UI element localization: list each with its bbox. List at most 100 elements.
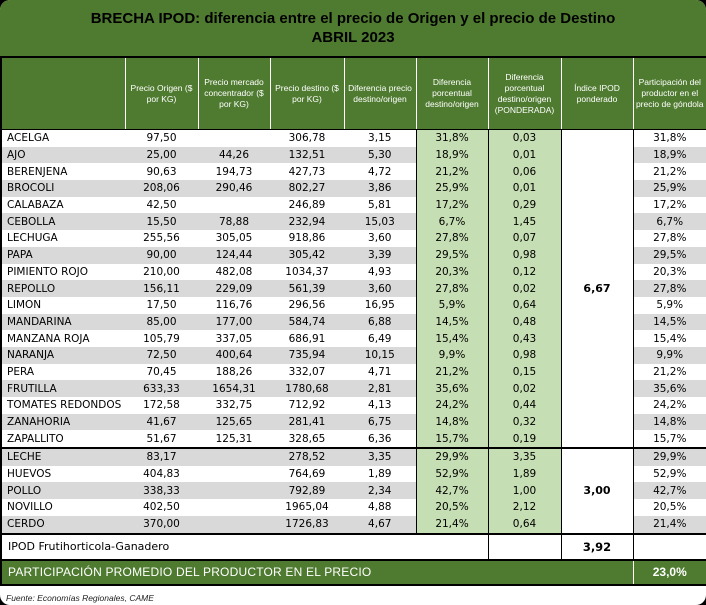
cell-dif-ponderada: 0,48: [487, 313, 561, 331]
cell-precio-destino: 1780,68: [270, 380, 344, 397]
cell-precio-destino: 712,92: [288, 399, 326, 412]
cell-dif-ponderada: 0,29: [487, 196, 561, 214]
table-row: CALABAZA 42,50 246,89 5,81 17,2% 0,29 17,2%: [1, 196, 706, 214]
cell-precio-destino: 686,91: [288, 332, 326, 345]
participation-label: PARTICIPACIÓN PROMEDIO DEL PRODUCTOR EN …: [1, 559, 633, 585]
table-row: HUEVOS 404,83 764,69 1,89 52,9% 1,89 52,9%: [1, 465, 706, 483]
cell-precio-origen: 404,83: [143, 468, 180, 481]
cell-precio-mercado: 400,64: [198, 346, 270, 364]
cell-product: NARANJA: [1, 346, 125, 364]
cell-dif-ponderada: 0,01: [487, 146, 561, 164]
cell-participacion: 20,5%: [653, 501, 687, 514]
cell-dif-precio: 6,88: [344, 313, 416, 331]
cell-dif-porcentual: 9,9%: [415, 346, 488, 364]
cell-dif-porcentual: 18,9%: [415, 146, 488, 164]
cell-precio-mercado: 305,05: [215, 232, 253, 245]
cell-participacion: 14,8%: [633, 413, 706, 431]
cell-dif-ponderada: 1,00: [487, 482, 561, 500]
cell-participacion: 25,9%: [633, 180, 706, 197]
cell-precio-origen: 210,00: [143, 265, 180, 278]
cell-dif-precio: 2,34: [344, 482, 416, 500]
cell-dif-porcentual: 27,8%: [415, 280, 488, 297]
cell-precio-destino: 278,52: [270, 448, 344, 466]
column-header-product: [1, 57, 125, 130]
header-row: Precio Origen ($ por KG) Precio mercado …: [1, 57, 706, 130]
cell-precio-destino: 1034,37: [285, 265, 329, 278]
cell-precio-mercado: 177,00: [198, 313, 270, 331]
cell-precio-destino: 281,41: [270, 413, 344, 431]
cell-precio-origen: 42,50: [146, 199, 177, 212]
cell-precio-destino: 918,86: [288, 232, 326, 245]
cell-participacion: 24,2%: [653, 399, 687, 412]
cell-dif-ponderada: 1,45: [487, 213, 561, 231]
cell-precio-destino: 306,78: [288, 132, 326, 145]
cell-precio-origen: 41,67: [125, 413, 198, 431]
column-header-dif-ponderada: Diferencia porcentual destino/origen (PO…: [487, 57, 561, 130]
cell-dif-precio: 4,67: [344, 515, 416, 534]
cell-dif-porcentual: 29,5%: [415, 246, 488, 264]
cell-participacion: 31,8%: [653, 132, 687, 145]
cell-product: LECHE: [1, 448, 125, 466]
table-row: PIMIENTO ROJO 210,00 482,08 1034,37 4,93 20,3…: [1, 263, 706, 281]
cell-dif-porcentual: 31,8%: [415, 129, 488, 147]
cell-dif-porcentual: 20,3%: [415, 263, 488, 281]
cell-product: PAPA: [1, 246, 125, 264]
cell-precio-origen: 70,45: [146, 365, 177, 378]
cell-product: BERENJENA: [7, 165, 68, 178]
cell-dif-precio: 1,89: [368, 468, 392, 481]
column-header-precio-mercado: Precio mercado concentrador ($ por KG): [197, 57, 270, 130]
cell-dif-ponderada: 1,89: [487, 465, 561, 483]
cell-precio-origen: 402,50: [143, 501, 180, 514]
cell-dif-precio: 3,15: [368, 132, 392, 145]
cell-dif-porcentual: 27,8%: [415, 230, 488, 247]
table-row: NARANJA 72,50 400,64 735,94 10,15 9,9% 0,98 9,9…: [1, 346, 706, 364]
cell-precio-origen: 25,00: [125, 146, 198, 164]
cell-precio-destino: 735,94: [270, 346, 344, 364]
column-header-indice-ipod: Índice IPOD ponderado: [560, 57, 633, 130]
table-row: BERENJENA 90,63 194,73 427,73 4,72 21,2% 0,06 2…: [1, 163, 706, 181]
cell-dif-precio: 6,36: [368, 432, 392, 445]
cell-dif-precio: 5,81: [368, 199, 392, 212]
cell-participacion: 35,6%: [633, 380, 706, 397]
cell-precio-destino: 802,27: [270, 180, 344, 197]
cell-precio-mercado: [198, 499, 270, 516]
cell-dif-precio: 3,86: [344, 180, 416, 197]
cell-precio-destino: 1726,83: [270, 515, 344, 534]
cell-participacion: 5,9%: [656, 299, 684, 312]
cell-participacion: 21,2%: [653, 165, 687, 178]
cell-participacion: 29,5%: [633, 246, 706, 264]
cell-dif-ponderada: 0,32: [487, 413, 561, 431]
cell-dif-precio: 6,49: [368, 332, 392, 345]
cell-dif-ponderada: 0,12: [487, 263, 561, 281]
cell-participacion: 9,9%: [633, 346, 706, 364]
cell-product: ZAPALLITO: [7, 432, 64, 445]
cell-precio-mercado: 124,44: [198, 246, 270, 264]
cell-precio-mercado: 194,73: [215, 165, 253, 178]
cell-dif-porcentual: 17,2%: [415, 196, 488, 214]
summary-spacer-cell: [487, 533, 561, 560]
cell-dif-ponderada: 2,12: [487, 499, 561, 516]
cell-precio-destino: 427,73: [288, 165, 326, 178]
cell-precio-origen: 255,56: [143, 232, 180, 245]
cell-precio-mercado: 188,26: [215, 365, 253, 378]
cell-participacion: 20,3%: [653, 265, 687, 278]
cell-product: LIMON: [7, 299, 42, 312]
cell-dif-porcentual: 20,5%: [415, 499, 488, 516]
cell-participacion: 6,7%: [633, 213, 706, 231]
table-row: PAPA 90,00 124,44 305,42 3,39 29,5% 0,98 29,5%: [1, 246, 706, 264]
cell-dif-ponderada: 0,98: [487, 246, 561, 264]
summary-empty-cell: [633, 533, 706, 560]
table-row: CEBOLLA 15,50 78,88 232,94 15,03 6,7% 1,45 6,7%: [1, 213, 706, 231]
summary-ipod-value: 3,92: [560, 533, 634, 560]
table-row: BROCOLI 208,06 290,46 802,27 3,86 25,9% 0,01 25…: [1, 180, 706, 197]
cell-product: CEBOLLA: [1, 213, 125, 231]
cell-dif-porcentual: 52,9%: [415, 465, 488, 483]
cell-precio-mercado: 482,08: [215, 265, 253, 278]
page-title: BRECHA IPOD: diferencia entre el precio …: [90, 10, 616, 27]
cell-dif-porcentual: 24,2%: [415, 397, 488, 414]
cell-precio-origen: 105,79: [143, 332, 180, 345]
cell-dif-precio: 3,60: [368, 232, 392, 245]
cell-precio-destino: 328,65: [288, 432, 326, 445]
participation-section: PARTICIPACIÓN PROMEDIO DEL PRODUCTOR EN …: [1, 559, 706, 585]
table-header: Precio Origen ($ por KG) Precio mercado …: [1, 57, 706, 130]
